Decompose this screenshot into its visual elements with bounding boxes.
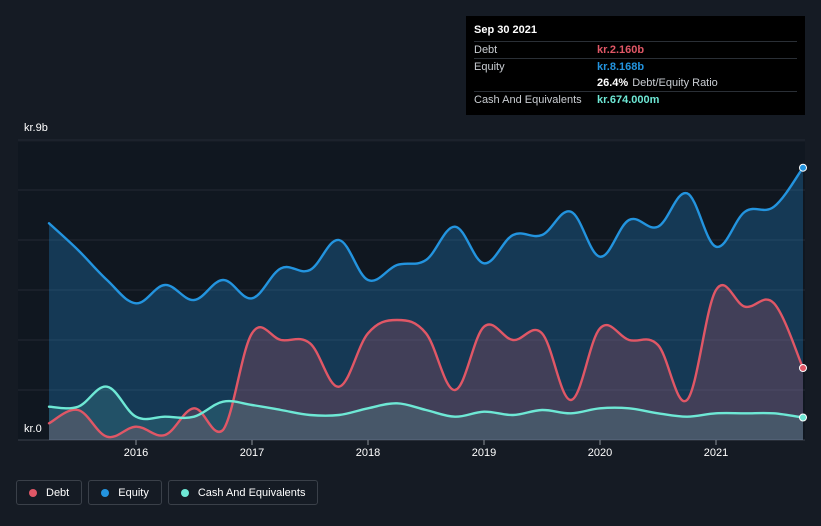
x-tick-label: 2019 [472, 447, 496, 459]
x-tick-label: 2018 [356, 447, 380, 459]
area-cash-and-equivalents [49, 386, 803, 440]
line-cash-and-equivalents [47, 385, 805, 421]
tooltip-equity-row: Equity kr.8.168b [474, 58, 797, 75]
series-lines [47, 166, 805, 439]
tooltip-debt-label: Debt [474, 44, 498, 56]
tooltip-cash-value: kr.674.000m [597, 94, 660, 106]
line-equity [47, 166, 805, 305]
tooltip-ratio-value: 26.4% [597, 77, 629, 89]
x-tick-label: 2020 [588, 447, 612, 459]
tooltip-equity-value: kr.8.168b [597, 61, 645, 73]
x-tick-label: 2017 [240, 447, 264, 459]
tooltip-cash-row: Cash And Equivalents kr.674.000m [474, 91, 797, 108]
tooltip-date: Sep 30 2021 [474, 24, 537, 36]
tooltip-debt-value: kr.2.160b [597, 44, 645, 56]
tooltip-ratio-row: 26.4% Debt/Equity Ratio [474, 75, 797, 91]
area-equity [49, 167, 803, 440]
series-endpoints [799, 163, 807, 422]
legend-debt-label: Debt [46, 486, 70, 499]
legend-item-debt[interactable]: Debt [16, 480, 83, 505]
tooltip-equity-label: Equity [474, 61, 505, 73]
legend-item-cash[interactable]: Cash And Equivalents [167, 480, 319, 505]
legend-debt-dot-icon [29, 488, 37, 497]
endpoint-debt [799, 364, 807, 372]
tooltip-ratio-label: Debt/Equity Ratio [632, 77, 718, 89]
legend-item-equity[interactable]: Equity [88, 480, 162, 505]
y-axis-min-label: kr.0 [24, 423, 42, 435]
x-axis-ticks: 2016 2017 2018 2019 2020 2021 [124, 440, 728, 459]
endpoint-cash-and-equivalents [799, 413, 807, 422]
endpoint-equity [799, 163, 807, 172]
line-debt [47, 283, 805, 439]
gridlines [18, 139, 805, 441]
chart-legend: Debt Equity Cash And Equivalents [16, 480, 319, 507]
legend-equity-label: Equity [118, 486, 149, 499]
legend-cash-dot-icon [180, 488, 189, 497]
x-tick-label: 2021 [704, 447, 728, 459]
y-axis-max-label: kr.9b [24, 122, 48, 134]
legend-cash-label: Cash And Equivalents [197, 486, 306, 499]
legend-equity-dot-icon [101, 488, 110, 497]
x-tick-label: 2016 [124, 447, 148, 459]
tooltip-cash-label: Cash And Equivalents [474, 94, 582, 106]
tooltip-panel: Sep 30 2021 Debt kr.2.160b Equity kr.8.1… [466, 16, 805, 115]
y-axis-labels: kr.9b kr.0 [24, 122, 48, 435]
tooltip-debt-row: Debt kr.2.160b [474, 41, 797, 58]
